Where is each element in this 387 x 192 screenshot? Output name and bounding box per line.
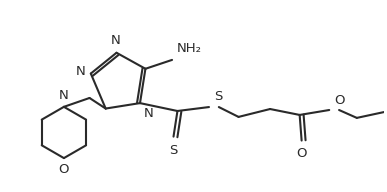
Text: N: N	[111, 34, 120, 47]
Text: N: N	[76, 65, 86, 78]
Text: S: S	[214, 90, 222, 103]
Text: N: N	[59, 89, 69, 102]
Text: O: O	[296, 147, 307, 161]
Text: N: N	[144, 107, 154, 120]
Text: O: O	[334, 94, 345, 107]
Text: S: S	[170, 143, 178, 156]
Text: O: O	[59, 163, 69, 176]
Text: NH₂: NH₂	[177, 42, 202, 55]
